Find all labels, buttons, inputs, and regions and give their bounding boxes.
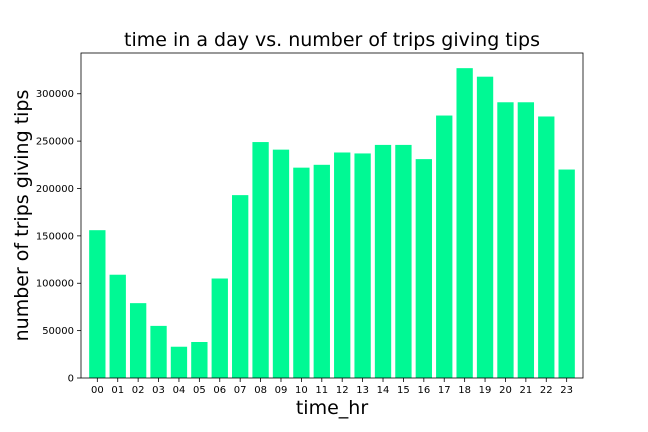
x-tick-label: 07 bbox=[234, 385, 247, 396]
x-tick-label: 16 bbox=[417, 385, 430, 396]
bar-19 bbox=[476, 76, 494, 378]
y-tick-label: 250000 bbox=[36, 137, 74, 148]
x-tick-label: 00 bbox=[91, 385, 104, 396]
bar-04 bbox=[170, 346, 188, 378]
x-tick-label: 23 bbox=[560, 385, 573, 396]
x-tick-label: 01 bbox=[111, 385, 124, 396]
x-tick-label: 20 bbox=[499, 385, 512, 396]
x-axis-label: time_hr bbox=[296, 397, 368, 419]
bars-group bbox=[89, 68, 575, 379]
bar-03 bbox=[150, 325, 167, 378]
bar-10 bbox=[293, 167, 310, 378]
bar-07 bbox=[232, 195, 249, 378]
plot-frame bbox=[80, 52, 584, 379]
x-tick-label: 09 bbox=[275, 385, 288, 396]
x-tick-label: 03 bbox=[152, 385, 165, 396]
y-tick-label: 50000 bbox=[42, 326, 74, 337]
y-axis-label: number of trips giving tips bbox=[11, 90, 33, 342]
bar-22 bbox=[538, 116, 555, 379]
bar-08 bbox=[252, 142, 269, 378]
x-tick-label: 15 bbox=[397, 385, 410, 396]
bar-17 bbox=[436, 115, 453, 379]
x-tick-label: 22 bbox=[540, 385, 553, 396]
x-tick-label: 21 bbox=[519, 385, 532, 396]
x-tick-label: 13 bbox=[356, 385, 369, 396]
x-tick-label: 06 bbox=[213, 385, 226, 396]
bar-18 bbox=[456, 68, 473, 379]
x-axis-ticks: 00 01 02 03 04 05 06 07 08 09 10 11 12 13 14 15 16 17 18 19… bbox=[91, 378, 573, 396]
bar-15 bbox=[395, 144, 412, 378]
x-tick-label: 10 bbox=[295, 385, 308, 396]
bar-05 bbox=[191, 341, 208, 378]
y-tick-label: 300000 bbox=[36, 89, 74, 100]
bar-21 bbox=[517, 102, 535, 379]
bar-00 bbox=[89, 230, 106, 378]
bar-23 bbox=[558, 169, 575, 378]
bar-14 bbox=[374, 144, 392, 378]
x-tick-label: 14 bbox=[377, 385, 390, 396]
chart-title: time in a day vs. number of trips giving… bbox=[124, 29, 540, 51]
bar-12 bbox=[334, 152, 351, 378]
bar-16 bbox=[415, 159, 432, 378]
y-tick-label: 0 bbox=[68, 374, 74, 385]
x-tick-label: 05 bbox=[193, 385, 206, 396]
bar-06 bbox=[211, 278, 228, 378]
y-tick-label: 100000 bbox=[36, 279, 74, 290]
y-tick-label: 200000 bbox=[36, 184, 74, 195]
y-tick-label: 150000 bbox=[36, 231, 74, 242]
x-tick-label: 18 bbox=[458, 385, 471, 396]
x-tick-label: 19 bbox=[479, 385, 492, 396]
bar-01 bbox=[109, 274, 126, 378]
y-axis-ticks: 0 50000 100000 150000 200000 250000 300000 bbox=[36, 89, 81, 385]
x-tick-label: 11 bbox=[315, 385, 328, 396]
bar-13 bbox=[354, 153, 371, 378]
bar-20 bbox=[497, 102, 514, 379]
bar-02 bbox=[129, 303, 147, 378]
x-tick-label: 04 bbox=[173, 385, 186, 396]
x-tick-label: 17 bbox=[438, 385, 451, 396]
x-tick-label: 12 bbox=[336, 385, 349, 396]
x-tick-label: 02 bbox=[132, 385, 145, 396]
bar-11 bbox=[313, 164, 330, 378]
bar-09 bbox=[272, 149, 290, 378]
x-tick-label: 08 bbox=[254, 385, 267, 396]
